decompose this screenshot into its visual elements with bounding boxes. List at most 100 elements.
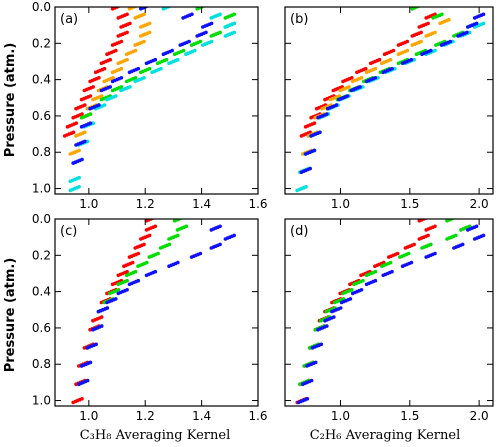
series-0 <box>295 219 437 405</box>
data-point <box>232 30 236 35</box>
data-point <box>388 57 393 62</box>
scatter-points <box>295 219 486 405</box>
data-point <box>474 21 479 26</box>
data-point <box>340 85 344 89</box>
data-point <box>71 130 76 135</box>
y-tick-label: 0.4 <box>32 285 51 299</box>
data-point <box>184 224 189 229</box>
data-point <box>426 21 430 26</box>
data-point <box>347 85 351 89</box>
data-point <box>341 297 346 301</box>
data-point <box>97 103 101 107</box>
data-point <box>130 260 135 265</box>
data-point <box>88 112 93 116</box>
series-4 <box>299 12 486 174</box>
x-axis-title-right: C₂H₆ Averaging Kernel <box>310 428 461 443</box>
data-point <box>232 12 236 17</box>
data-point <box>395 251 400 256</box>
series-2 <box>298 7 479 174</box>
data-point <box>99 315 104 319</box>
data-point <box>363 66 368 71</box>
data-point <box>334 103 339 107</box>
x-tick-label: 1.6 <box>248 197 267 211</box>
data-point <box>125 278 129 283</box>
data-point <box>209 39 214 44</box>
y-tick-label: 0.8 <box>32 357 51 371</box>
data-point <box>481 12 486 17</box>
data-point <box>373 76 378 80</box>
data-point <box>91 121 95 125</box>
x-tick-label: 2.0 <box>470 197 489 211</box>
data-point <box>119 66 124 71</box>
data-point <box>145 260 149 265</box>
data-point <box>176 260 180 265</box>
data-point <box>332 315 336 319</box>
x-tick-label: 1.0 <box>331 409 350 423</box>
data-point <box>345 94 350 98</box>
plot-frame <box>284 218 494 407</box>
data-point <box>133 269 138 274</box>
data-point <box>465 30 469 35</box>
panel-b: 1.0 1.5 2.0 (b) <box>284 6 494 211</box>
y-axis-title-top: Pressure (atm.) <box>3 43 18 158</box>
data-point <box>312 121 317 125</box>
data-point <box>105 306 110 310</box>
data-point <box>318 130 322 135</box>
data-point <box>429 48 433 53</box>
data-point <box>74 121 79 125</box>
data-point <box>406 251 411 256</box>
data-point <box>147 66 152 71</box>
data-point <box>142 76 146 80</box>
data-point <box>409 57 414 62</box>
data-point <box>85 378 90 383</box>
data-point <box>88 121 93 125</box>
data-point <box>393 66 397 71</box>
x-tick-label: 1.5 <box>400 409 419 423</box>
data-point <box>454 233 458 238</box>
data-point <box>409 260 414 265</box>
x-tick-label: 1.0 <box>331 197 350 211</box>
data-point <box>147 233 152 238</box>
series-0 <box>299 12 437 138</box>
y-tick-label: 1.0 <box>32 394 51 408</box>
data-point <box>125 12 129 17</box>
data-point <box>80 397 84 401</box>
data-point <box>390 66 394 71</box>
data-point <box>80 157 84 162</box>
data-point <box>133 48 138 53</box>
data-point <box>325 324 329 328</box>
scatter-points <box>62 7 236 193</box>
series-4 <box>71 7 214 165</box>
data-point <box>467 224 472 229</box>
data-point <box>377 57 382 62</box>
x-tick-label: 1.6 <box>248 409 267 423</box>
data-point <box>433 224 437 229</box>
data-point <box>83 139 87 144</box>
series-0 <box>71 219 158 405</box>
data-point <box>419 39 423 44</box>
data-point <box>119 76 124 80</box>
data-point <box>108 85 112 89</box>
data-point <box>426 233 430 238</box>
data-point <box>136 251 141 256</box>
data-point <box>359 76 364 80</box>
data-point <box>198 251 203 256</box>
y-tick-label: 0.0 <box>32 0 51 14</box>
data-point <box>433 12 437 17</box>
data-point <box>391 48 396 53</box>
data-point <box>390 269 394 274</box>
data-point <box>419 30 423 35</box>
data-point <box>125 57 129 62</box>
data-point <box>460 242 465 247</box>
data-point <box>359 288 364 292</box>
data-point <box>99 94 104 98</box>
panel-c: 1.0 1.2 1.4 1.6 0.0 0.2 0.4 0.6 0.8 1.0 (c) <box>32 212 268 423</box>
data-point <box>125 269 129 274</box>
data-point <box>108 57 112 62</box>
data-point <box>125 288 129 292</box>
series-2 <box>296 224 486 405</box>
data-point <box>350 76 354 80</box>
plot-frame <box>54 6 259 195</box>
data-point <box>451 39 455 44</box>
data-point <box>97 76 101 80</box>
